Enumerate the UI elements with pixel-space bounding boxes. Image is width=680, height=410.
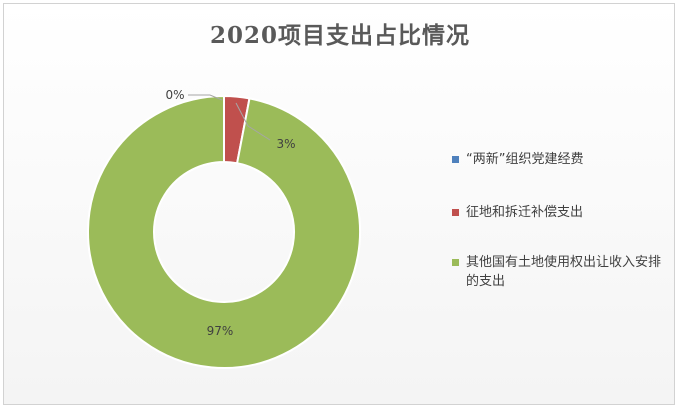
slice-other-land-use	[87, 94, 361, 369]
data-label-party-building: 0%	[165, 88, 184, 102]
legend-label-party-building: “两新”组织党建经费	[466, 152, 584, 167]
data-labels: 0% 3% 97%	[165, 88, 295, 338]
chart-title: 2020项目支出占比情况	[209, 22, 470, 49]
data-label-land-compensation: 3%	[276, 137, 295, 151]
legend-item-other-land-use: 其他国有土地使用权出让收入安排的支出	[452, 253, 667, 291]
legend-label-land-compensation: 征地和拆迁补偿支出	[466, 205, 584, 220]
legend-label-other-land-use: 其他国有土地使用权出让收入安排的支出	[466, 255, 662, 289]
leader-line-land-compensation	[235, 102, 271, 141]
data-label-other-land-use: 97%	[207, 324, 234, 338]
legend-swatch-party-building	[452, 156, 459, 163]
legend-swatch-other-land-use	[452, 259, 459, 266]
legend-item-party-building: “两新”组织党建经费	[452, 150, 667, 169]
label-leader-lines	[188, 94, 271, 141]
donut-slices	[87, 94, 361, 369]
legend-item-land-compensation: 征地和拆迁补偿支出	[452, 203, 667, 222]
leader-line-party-building	[188, 94, 223, 101]
legend-swatch-land-compensation	[452, 209, 459, 216]
